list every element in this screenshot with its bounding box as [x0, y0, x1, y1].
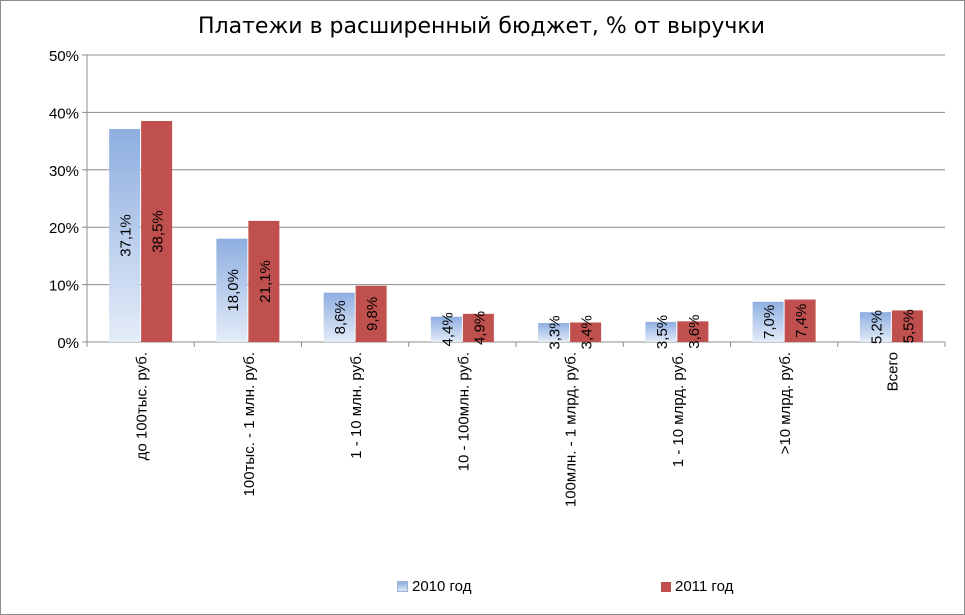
data-label-2011: 4,9% — [471, 311, 488, 345]
bar-2011 — [891, 310, 923, 342]
bar-2011 — [677, 321, 709, 342]
data-label-2010: 37,1% — [118, 214, 135, 257]
data-label-2010: 3,3% — [547, 315, 564, 349]
legend-label-2011: 2011 год — [675, 578, 734, 595]
category-label: >10 млрд. руб. — [777, 352, 794, 454]
data-label-2011: 38,5% — [150, 210, 167, 253]
data-label-2011: 3,6% — [686, 315, 703, 349]
category-label: Всего — [884, 352, 901, 391]
chart-title: Платежи в расширенный бюджет, % от выруч… — [198, 14, 765, 39]
data-label-2011: 3,4% — [579, 315, 596, 349]
category-label: до 100тыс. руб. — [134, 352, 151, 460]
data-label-2010: 3,5% — [654, 315, 671, 349]
y-tick-label: 20% — [49, 220, 79, 237]
bar-2010 — [216, 238, 248, 342]
category-label: 10 - 100млн. руб. — [455, 352, 472, 471]
category-label: 1 - 10 млрд. руб. — [670, 352, 687, 467]
data-label-2010: 4,4% — [439, 312, 456, 346]
bar-2010 — [323, 292, 355, 342]
bar-2010 — [859, 312, 891, 342]
data-label-2010: 7,0% — [761, 305, 778, 339]
y-tick-label: 50% — [49, 48, 79, 65]
legend-swatch-2011 — [661, 581, 671, 592]
bar-2011 — [141, 121, 173, 342]
legend-swatch-2010 — [397, 581, 408, 592]
bar-2010 — [752, 301, 784, 342]
y-tick-label: 30% — [49, 163, 79, 180]
data-label-2011: 9,8% — [364, 297, 381, 331]
legend-item-2011: 2011 год — [661, 578, 733, 595]
legend-item-2010: 2010 год — [397, 578, 471, 595]
bar-2011 — [784, 299, 816, 342]
legend-label-2010: 2010 год — [412, 578, 472, 595]
data-label-2010: 5,2% — [868, 310, 885, 344]
category-label: 100тыс. - 1 млн. руб. — [241, 352, 258, 496]
bar-2010 — [430, 316, 462, 342]
data-label-2011: 21,1% — [257, 260, 274, 303]
data-label-2011: 5,5% — [900, 309, 917, 343]
y-tick-label: 40% — [49, 105, 79, 122]
category-label: 100млн. - 1 млрд. руб. — [563, 352, 580, 507]
y-tick-label: 0% — [57, 335, 79, 352]
data-label-2011: 7,4% — [793, 304, 810, 338]
data-label-2010: 18,0% — [225, 269, 242, 312]
bar-2011 — [570, 322, 602, 342]
category-label: 1 - 10 млн. руб. — [348, 352, 365, 459]
bar-2011 — [355, 285, 387, 342]
bar-2010 — [538, 323, 570, 342]
bar-2011 — [248, 220, 280, 342]
data-label-2010: 8,6% — [332, 300, 349, 334]
bar-2010 — [109, 129, 141, 342]
bar-2011 — [462, 313, 494, 342]
bar-2010 — [645, 321, 677, 342]
y-tick-label: 10% — [49, 278, 79, 295]
